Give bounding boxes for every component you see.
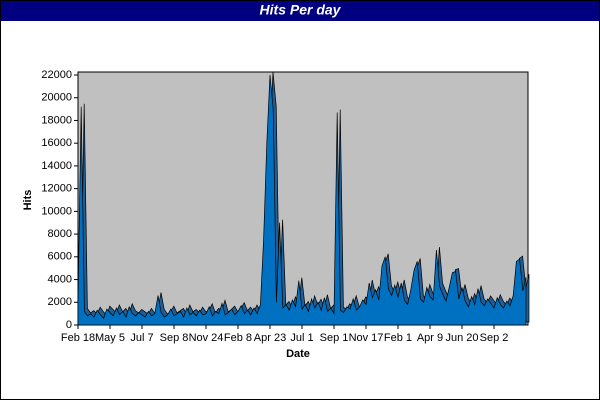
x-tick-label: Feb 8 [224,332,252,344]
x-tick-label: Sep 2 [480,332,509,344]
x-tick-label: Feb 18 [61,332,95,344]
x-tick-label: Sep 8 [160,332,189,344]
x-axis-label: Date [286,348,310,360]
y-tick-label: 12000 [41,183,72,195]
x-tick-label: Jul 7 [130,332,153,344]
y-tick-label: 6000 [48,251,72,263]
y-tick-label: 22000 [41,69,72,81]
y-tick-label: 18000 [41,114,72,126]
y-tick-label: 20000 [41,92,72,104]
y-tick-label: 14000 [41,160,72,172]
title-bar [1,1,599,21]
y-tick-label: 0 [66,319,72,331]
chart-title: Hits Per day [260,2,342,18]
x-tick-label: Jun 20 [445,332,478,344]
x-tick-label: Apr 9 [417,332,443,344]
x-tick-label: Feb 1 [384,332,412,344]
x-tick-label: Nov 17 [349,332,384,344]
y-tick-label: 10000 [41,205,72,217]
x-tick-label: May 5 [95,332,125,344]
y-tick-label: 8000 [48,228,72,240]
area-depth [80,71,530,323]
y-tick-label: 4000 [48,273,72,285]
x-tick-label: Apr 23 [254,332,286,344]
x-tick-label: Sep 1 [320,332,349,344]
y-tick-label: 16000 [41,137,72,149]
y-axis-label: Hits [22,190,34,211]
x-tick-label: Nov 24 [189,332,224,344]
x-tick-label: Jul 1 [290,332,313,344]
y-tick-label: 2000 [48,296,72,308]
area [77,74,527,326]
